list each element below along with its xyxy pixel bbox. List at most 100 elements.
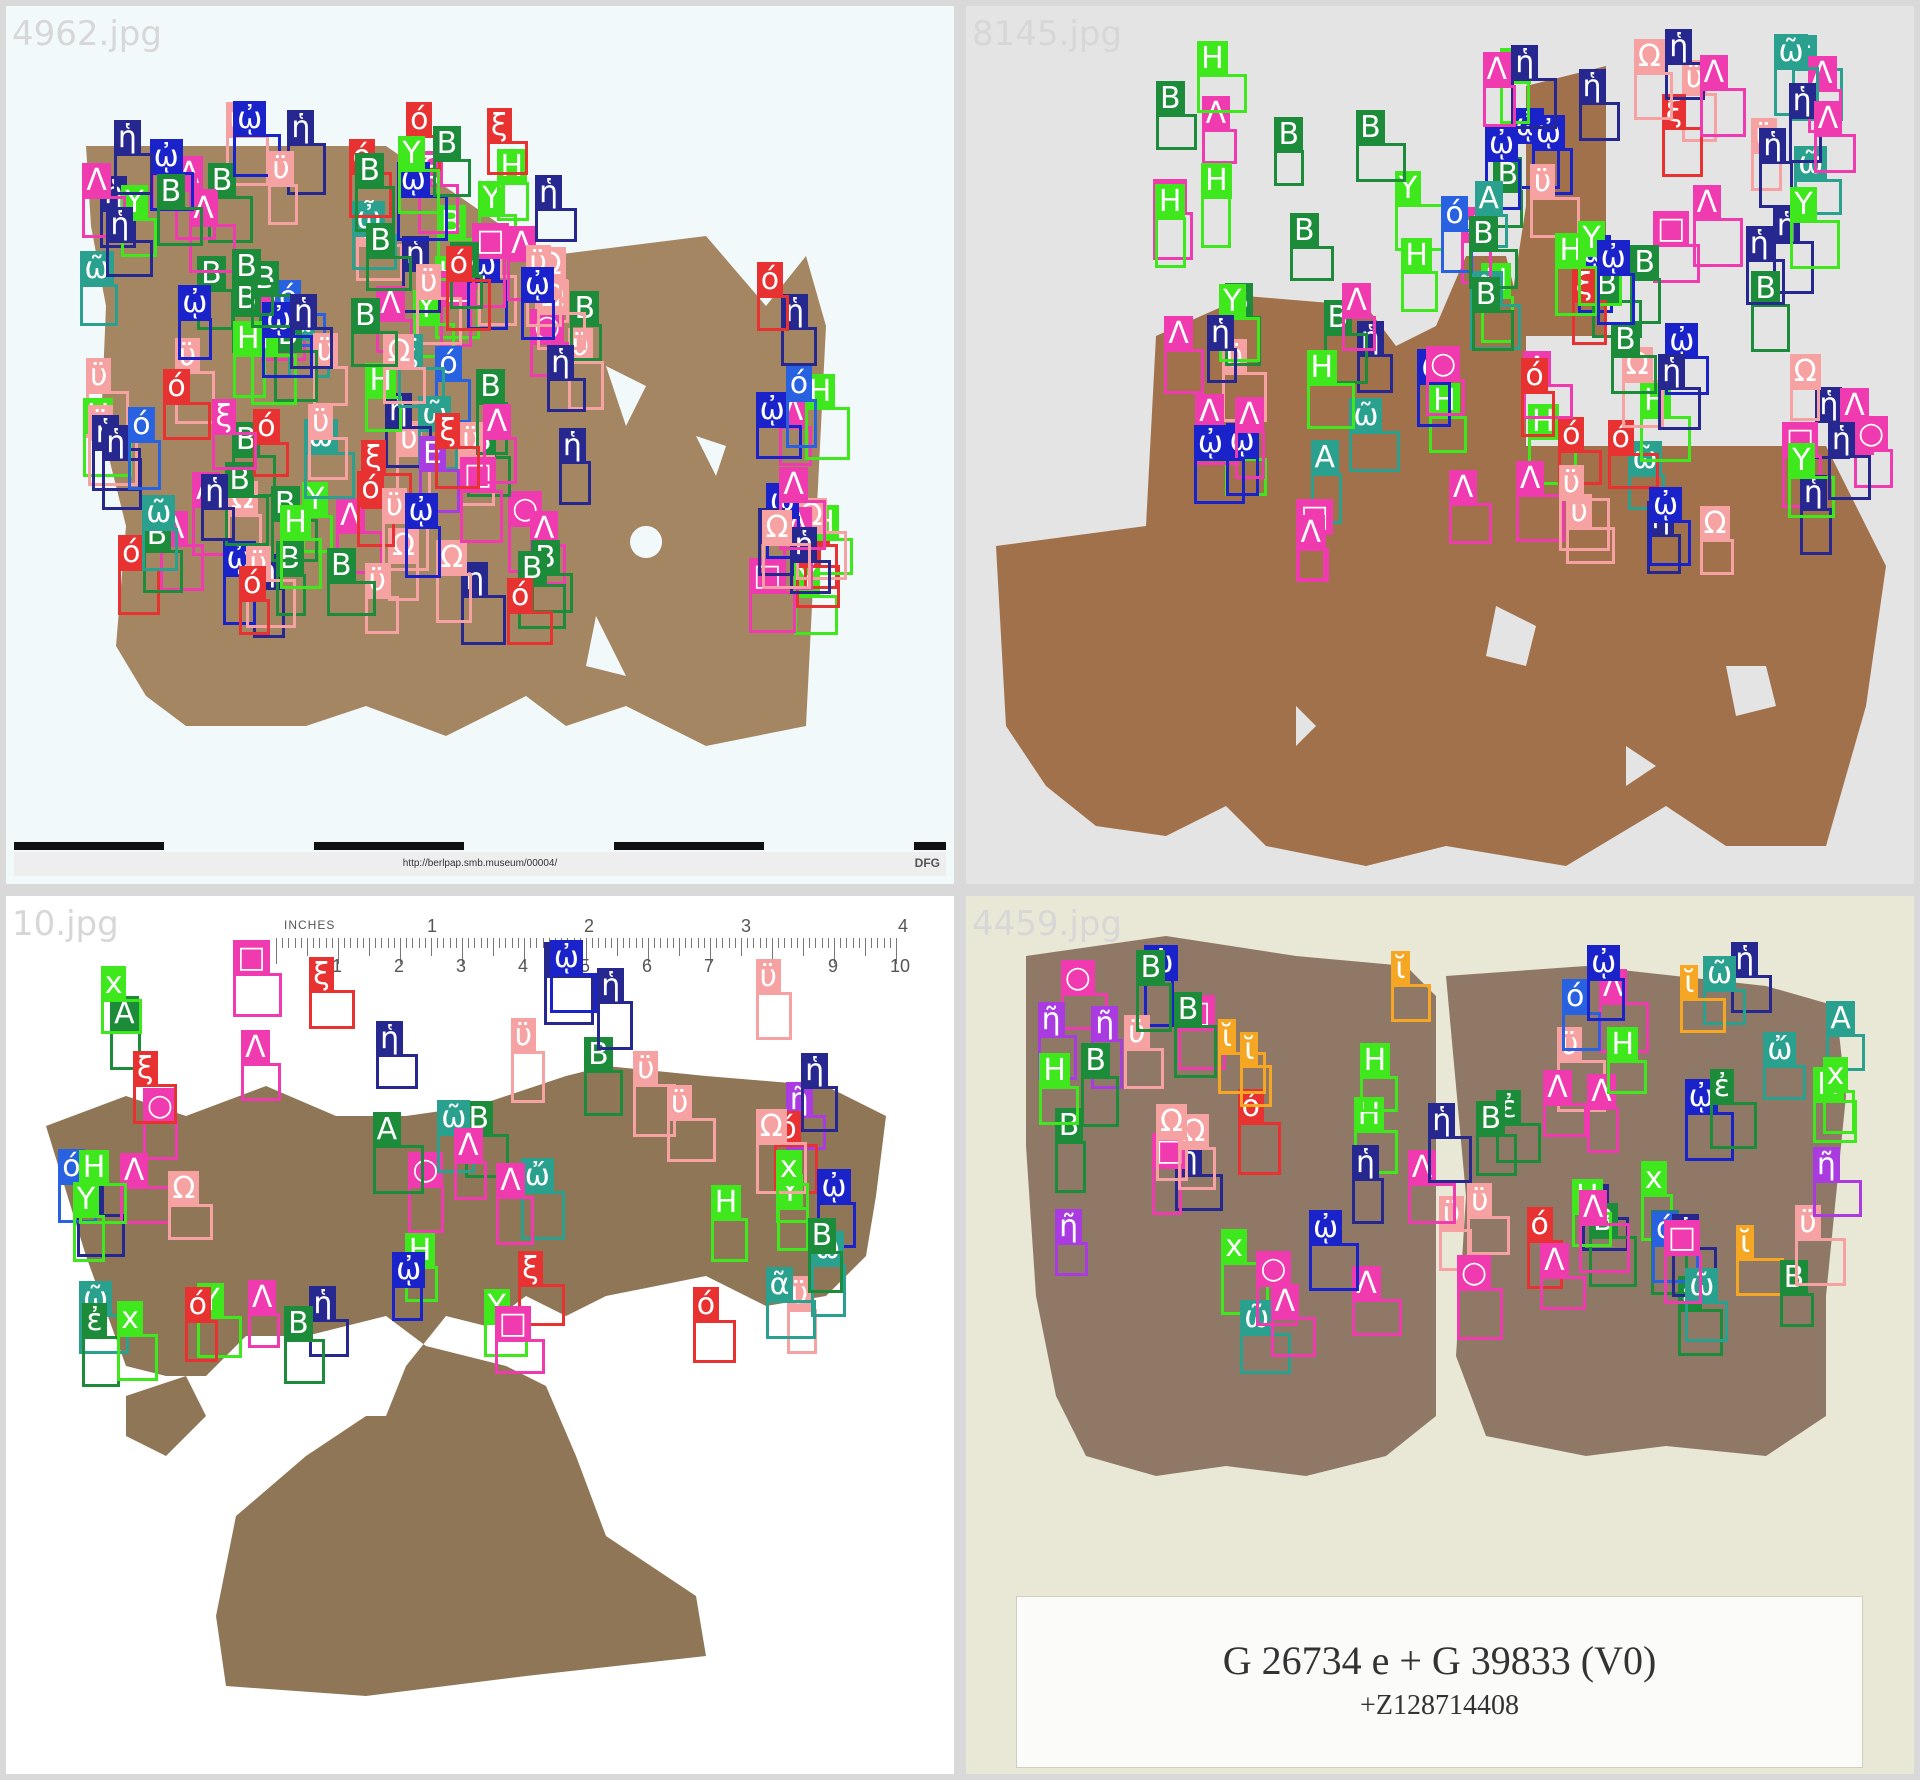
detection-box: Ω bbox=[383, 334, 427, 405]
filename-label: 4962.jpg bbox=[12, 14, 162, 54]
ruler-tick bbox=[852, 938, 854, 948]
detection-label: Y bbox=[398, 136, 425, 173]
detection-label: ἡ bbox=[1352, 1145, 1380, 1182]
detection-label: ○ bbox=[1426, 346, 1461, 383]
detection-box: Λ bbox=[779, 466, 827, 550]
detection-box: Λ bbox=[1482, 51, 1516, 127]
detection-label: H bbox=[1039, 1053, 1070, 1090]
detection-box: □ bbox=[1653, 211, 1701, 284]
detection-box: ᾠ bbox=[1587, 945, 1626, 1022]
detection-box: ό bbox=[163, 368, 212, 440]
ruler-tick bbox=[598, 938, 600, 948]
detection-box: B bbox=[1156, 81, 1197, 151]
detection-label: ό bbox=[253, 409, 280, 446]
detection-box: ἡ bbox=[1578, 69, 1620, 142]
ruler-tick bbox=[753, 938, 755, 948]
detection-label: x bbox=[1640, 1160, 1667, 1197]
detection-label: ϋ bbox=[666, 1085, 693, 1122]
detection-label: ἡ bbox=[1759, 127, 1787, 164]
detection-label: ϋ bbox=[510, 1018, 537, 1055]
detection-box: ἡ bbox=[781, 294, 818, 367]
detection-label: H bbox=[233, 320, 264, 357]
detection-box: ᾠ bbox=[755, 391, 802, 459]
detection-label: Λ bbox=[247, 1280, 277, 1317]
ruler-cm-label: 1 bbox=[332, 956, 343, 976]
ruler-tick bbox=[834, 938, 835, 964]
ruler-tick bbox=[796, 938, 798, 948]
detection-label: B bbox=[476, 369, 505, 406]
ruler-inch-label: 4 bbox=[898, 916, 909, 936]
detection-box: H bbox=[710, 1184, 748, 1262]
detection-box: ○ bbox=[1854, 415, 1894, 488]
detection-box: B bbox=[1136, 950, 1173, 1033]
detection-label: x bbox=[1822, 1057, 1849, 1094]
detection-label: ό bbox=[507, 577, 534, 614]
detection-box: B bbox=[570, 291, 603, 362]
ruler-tick bbox=[468, 938, 470, 948]
detection-box: Y bbox=[1788, 442, 1836, 518]
detection-label: ᾠ bbox=[1531, 114, 1566, 151]
detection-box: ϋ bbox=[308, 403, 349, 480]
ruler-tick bbox=[294, 938, 296, 948]
detection-box: ᾠ bbox=[817, 1169, 857, 1249]
detection-label: ῶ bbox=[1702, 956, 1737, 993]
detection-label: ἐ bbox=[1709, 1069, 1735, 1106]
detection-label: ᾠ bbox=[1649, 486, 1683, 523]
ruler-tick bbox=[350, 938, 352, 948]
detection-label: B bbox=[1173, 992, 1203, 1029]
detection-box: ἡ bbox=[1356, 321, 1393, 394]
detection-label: ἡ bbox=[1788, 82, 1816, 119]
papyrus-panel-10: 10.jpg INCHES 123456789101234 ἡϋἡBὤῆϋΛHξ… bbox=[0, 890, 960, 1780]
ruler-tick bbox=[734, 938, 736, 948]
detection-label: ῐ bbox=[1736, 1225, 1755, 1262]
detection-box: ϋ bbox=[510, 1018, 545, 1104]
detection-box: ῆ bbox=[1055, 1208, 1089, 1276]
detection-label: H bbox=[496, 148, 528, 185]
detection-label: Ω bbox=[761, 510, 793, 547]
ruler-tick bbox=[641, 938, 643, 948]
detection-label: B bbox=[1469, 215, 1498, 252]
detection-label: ○ bbox=[1854, 415, 1889, 452]
detection-label: ἡ bbox=[102, 424, 130, 461]
ruler-tick bbox=[747, 938, 749, 948]
detection-label: B bbox=[1274, 117, 1304, 154]
detection-box: B bbox=[232, 249, 275, 317]
detection-box: □ bbox=[749, 558, 797, 634]
ruler-tick bbox=[412, 938, 414, 948]
ruler-tick bbox=[827, 938, 829, 948]
detection-box: ξ bbox=[435, 412, 481, 489]
ruler-tick bbox=[685, 938, 687, 948]
ruler-cm-label: 10 bbox=[890, 956, 911, 976]
detection-box: H bbox=[233, 320, 267, 398]
ruler-tick bbox=[375, 938, 377, 948]
detection-label: Λ bbox=[1692, 184, 1722, 221]
detection-box: x bbox=[100, 966, 142, 1035]
detection-label: ἡ bbox=[376, 1020, 404, 1057]
detection-box: ὤ bbox=[1763, 1032, 1807, 1101]
detection-label: B bbox=[1156, 81, 1185, 118]
dfg-badge: DFG bbox=[914, 856, 940, 870]
detection-label: ϋ bbox=[416, 264, 442, 301]
detection-label: ᾠ bbox=[1193, 424, 1227, 461]
ruler-tick bbox=[524, 938, 525, 964]
ruler-tick bbox=[586, 938, 587, 964]
ruler-tick bbox=[846, 938, 848, 948]
detection-box: ϋ bbox=[1124, 1014, 1165, 1089]
detection-label: ϋ bbox=[633, 1050, 659, 1087]
detection-box: A bbox=[110, 996, 142, 1071]
detection-box: ᾠ bbox=[1596, 239, 1635, 325]
detection-box: ῶ bbox=[142, 495, 179, 572]
detection-box: ○ bbox=[142, 1087, 178, 1160]
detection-label: Λ bbox=[1270, 1284, 1300, 1321]
detection-box: ᾠ bbox=[392, 1252, 426, 1322]
ruler-tick bbox=[691, 938, 693, 948]
detection-label: ό bbox=[406, 101, 433, 138]
detection-label: □ bbox=[1663, 1219, 1701, 1256]
detection-box: ξ bbox=[486, 107, 528, 175]
detection-label: ῆ bbox=[1812, 1147, 1840, 1184]
detection-box: ῆ bbox=[1812, 1147, 1862, 1218]
detection-label: ὤ bbox=[520, 1157, 554, 1194]
detection-label: ἡ bbox=[1428, 1102, 1456, 1139]
detection-label: B bbox=[1751, 270, 1780, 307]
detection-box: ἡ bbox=[1799, 475, 1832, 556]
